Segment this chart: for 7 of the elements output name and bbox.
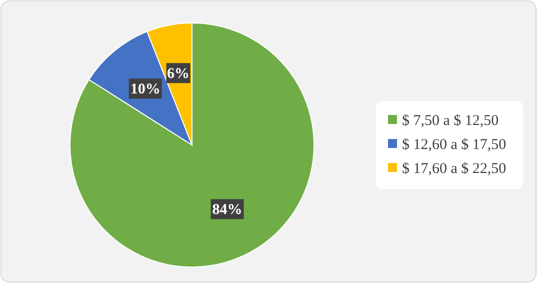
legend-label: $ 7,50 a $ 12,50 (402, 113, 499, 129)
legend-label: $ 12,60 a $ 17,50 (402, 137, 506, 153)
legend-label: $ 17,60 a $ 22,50 (402, 161, 506, 177)
data-label: 10% (130, 82, 160, 98)
pie-slice (70, 22, 314, 268)
data-label: 84% (212, 202, 242, 218)
data-label: 6% (167, 66, 190, 82)
